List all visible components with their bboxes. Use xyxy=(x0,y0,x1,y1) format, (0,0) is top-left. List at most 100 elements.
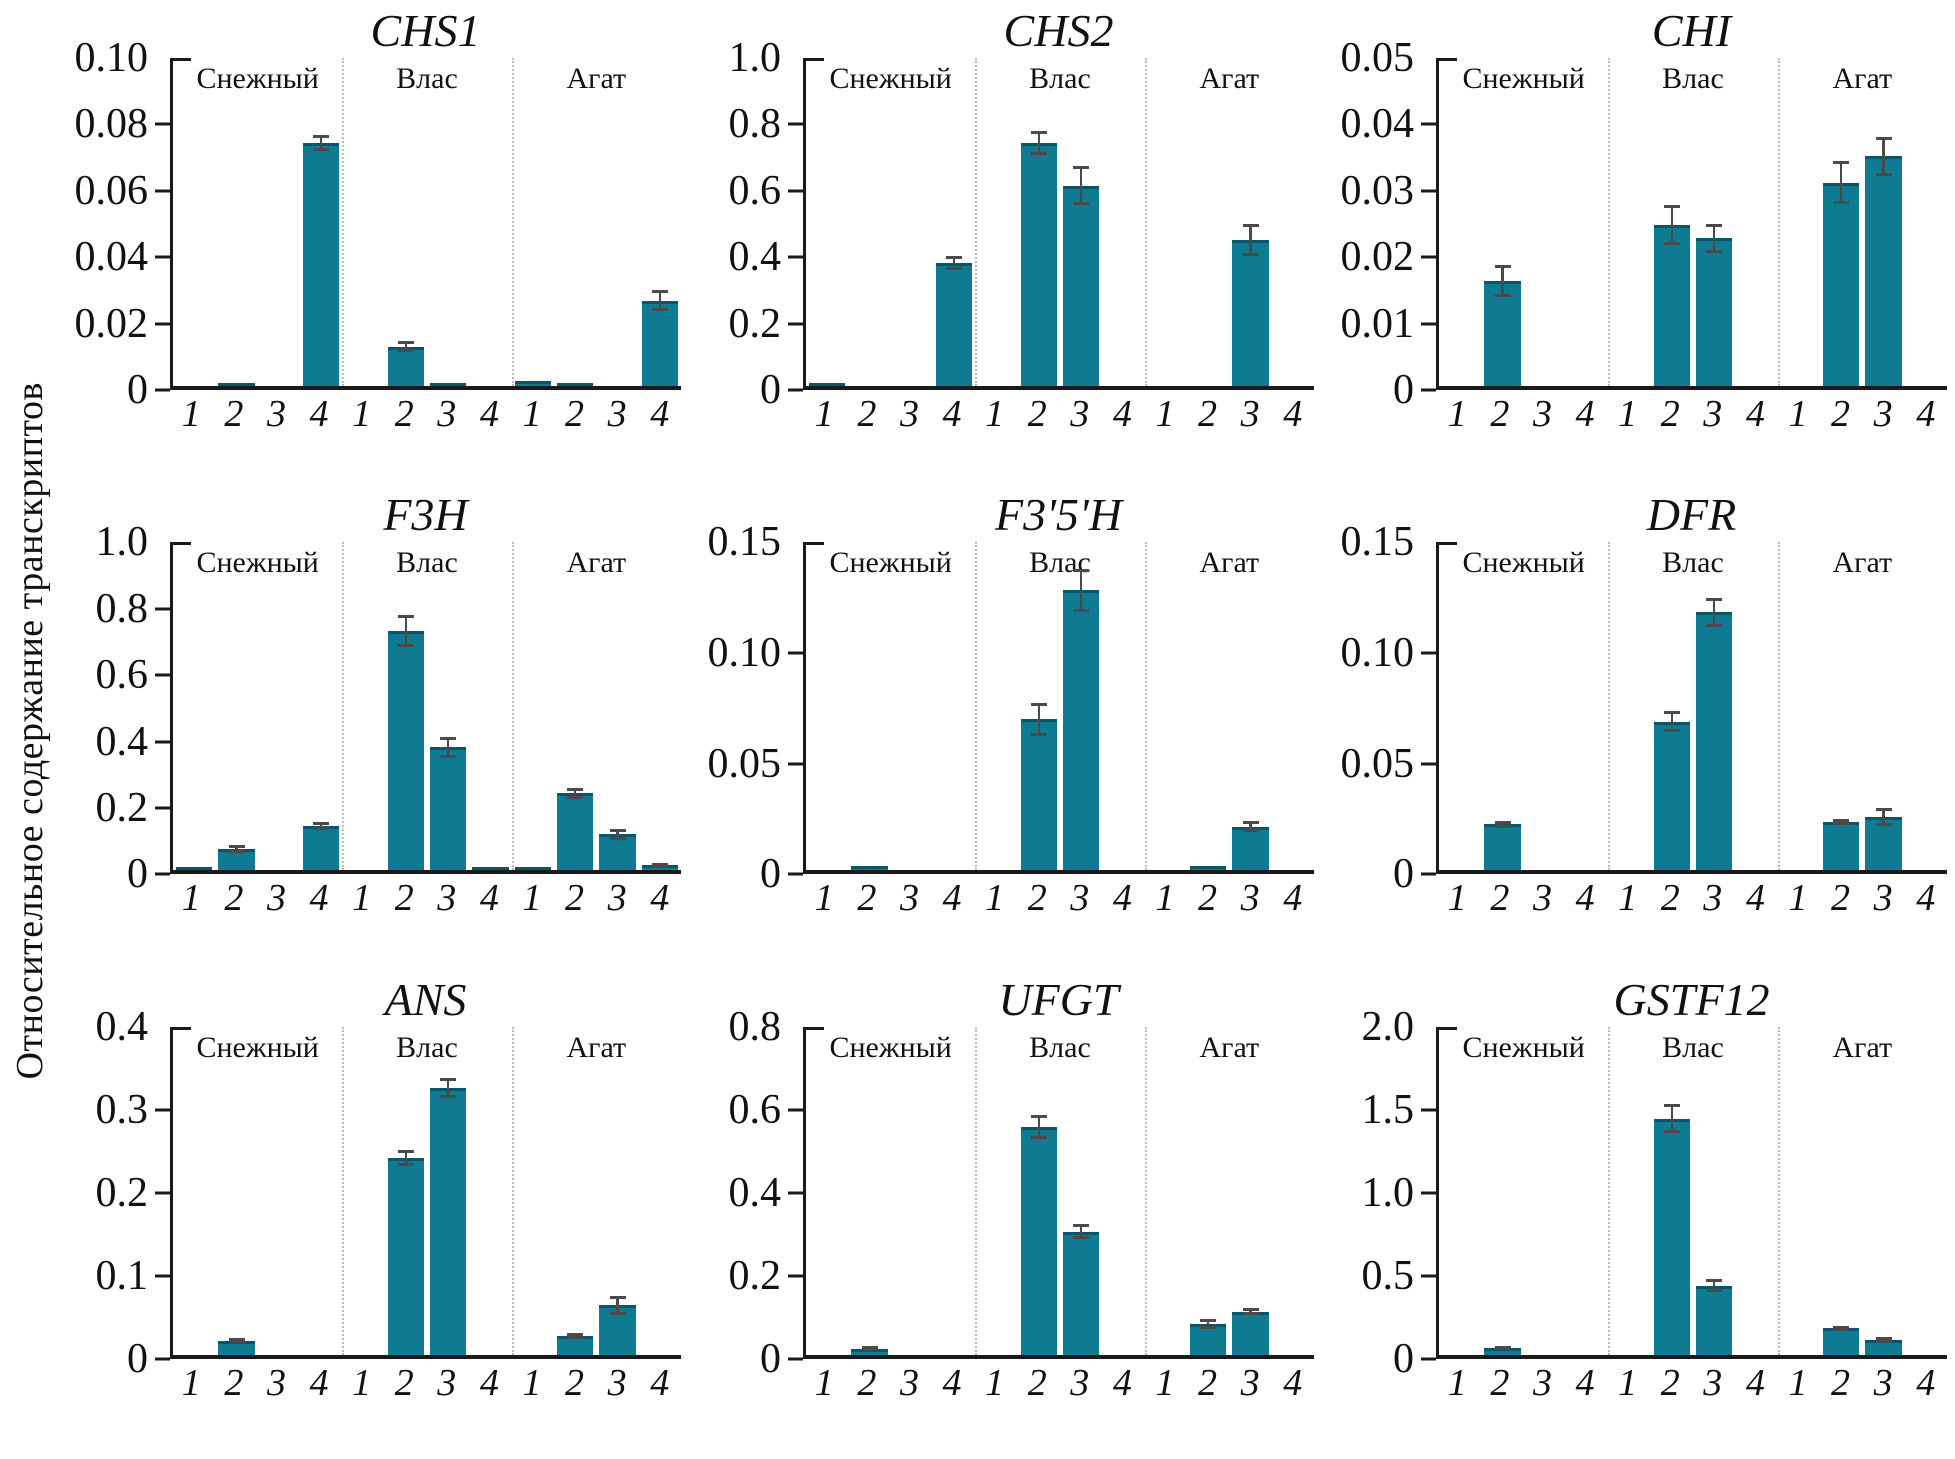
y-tick-mark xyxy=(155,1191,170,1195)
x-tick-label: 4 xyxy=(1283,393,1303,435)
y-tick-label: 0.10 xyxy=(1340,630,1415,676)
error-bar-cap xyxy=(1875,822,1892,826)
error-bar-cap xyxy=(946,255,963,259)
error-bar-cap xyxy=(1073,569,1090,573)
x-tick-label: 4 xyxy=(942,877,962,920)
y-tick-mark xyxy=(155,122,170,126)
x-tick-label: 3 xyxy=(607,393,627,435)
x-tick-label: 2 xyxy=(1831,1361,1851,1404)
y-tick-label: 2.0 xyxy=(1361,1003,1415,1050)
group-label: Влас xyxy=(1029,1030,1091,1064)
y-tick-label: 0.4 xyxy=(95,718,149,765)
group-label: Влас xyxy=(396,1030,458,1064)
error-bar-cap xyxy=(1706,1279,1723,1283)
error-bar-cap xyxy=(397,349,414,353)
y-tick-mark xyxy=(1421,122,1436,126)
x-tick-label: 1 xyxy=(522,1361,542,1404)
chart-title: GSTF12 xyxy=(1613,973,1770,1025)
error-bar-line xyxy=(404,1151,408,1165)
error-bar-line xyxy=(573,789,577,798)
error-bar-cap xyxy=(861,1347,878,1351)
error-bar-cap xyxy=(1706,250,1723,254)
bar xyxy=(556,382,594,386)
y-tick-label: 0.8 xyxy=(95,585,149,632)
x-tick-label: 4 xyxy=(942,1361,962,1404)
y-tick-mark xyxy=(788,1274,803,1278)
group-separator xyxy=(342,58,345,386)
y-axis: 0 0.2 0.4 0.6 0.8 1.0 xyxy=(58,521,170,895)
chart-title: CHS1 xyxy=(370,5,481,56)
x-tick-label: 1 xyxy=(1618,877,1638,920)
x-tick-label: 3 xyxy=(437,1361,457,1404)
x-tick-label: 1 xyxy=(1618,1361,1638,1404)
x-tick-label: 3 xyxy=(899,393,919,435)
y-tick-mark xyxy=(1421,322,1436,326)
error-bar-cap xyxy=(1073,1224,1090,1228)
y-tick-label: 0.3 xyxy=(95,1086,149,1133)
error-bar-line xyxy=(404,342,408,351)
y-tick-mark xyxy=(788,255,803,259)
bar xyxy=(808,383,846,386)
error-bar-line xyxy=(616,830,619,839)
x-tick-label: 1 xyxy=(1155,393,1175,435)
y-tick-label: 0.2 xyxy=(95,1169,149,1216)
error-bar-cap xyxy=(397,614,414,618)
error-bar-line xyxy=(1882,809,1885,825)
x-tick-label: 2 xyxy=(1831,877,1851,920)
error-bar-cap xyxy=(609,836,626,840)
group-label: Агат xyxy=(566,62,627,95)
error-bar-line xyxy=(1670,1105,1674,1132)
x-tick-label: 3 xyxy=(1070,877,1090,920)
chart-title: UFGT xyxy=(998,973,1119,1025)
y-axis-title: Относительное содержание транскриптов xyxy=(9,381,51,1080)
y-axis: 0 0.2 0.4 0.6 0.8 xyxy=(691,1006,803,1380)
error-bar-cap xyxy=(1242,820,1259,824)
x-tick-label: 3 xyxy=(1703,393,1723,435)
x-tick-label: 1 xyxy=(814,877,834,920)
plot-area: Снежный Влас Агат xyxy=(170,1026,681,1359)
group-label: Снежный xyxy=(829,62,952,95)
x-tick-label: 3 xyxy=(607,1361,627,1404)
y-tick-label: 0 xyxy=(760,367,781,413)
error-bar-line xyxy=(1249,822,1252,831)
x-tick-label: 1 xyxy=(181,877,201,920)
y-tick-label: 0 xyxy=(1393,851,1414,898)
bar xyxy=(387,346,425,386)
x-tick-label: 1 xyxy=(1788,393,1808,435)
error-bar-cap xyxy=(1663,242,1680,246)
error-bar-line xyxy=(1249,1309,1252,1314)
y-tick-mark xyxy=(155,740,170,744)
x-tick-label: 1 xyxy=(352,1361,372,1404)
axis-top-tick xyxy=(173,58,191,61)
error-bar-cap xyxy=(228,845,245,849)
x-tick-label: 4 xyxy=(942,393,962,435)
x-tick-label: 1 xyxy=(181,1361,201,1404)
y-tick-label: 0.8 xyxy=(728,1003,782,1050)
x-tick-label: 1 xyxy=(814,1361,834,1404)
plot-area: Снежный Влас Агат xyxy=(1436,58,1947,390)
group-label: Агат xyxy=(1199,546,1260,580)
error-bar-cap xyxy=(1242,829,1259,833)
x-tick-label: 1 xyxy=(1788,1361,1808,1404)
x-tick-label: 1 xyxy=(352,393,372,435)
x-tick-label: 4 xyxy=(1112,877,1132,920)
charts-grid: CHS1 0 0.02 0.04 0.06 0.08 0.10 Снежный Влас Агат… xyxy=(58,4,1947,1457)
x-tick-label: 4 xyxy=(309,877,329,920)
axis-top-tick xyxy=(806,1026,824,1030)
chart-panel-CHS1: CHS1 0 0.02 0.04 0.06 0.08 0.10 Снежный Влас Агат… xyxy=(58,4,681,488)
x-tick-label: 3 xyxy=(1532,1361,1552,1404)
bar xyxy=(1653,225,1691,386)
y-tick-mark xyxy=(155,322,170,326)
error-bar-cap xyxy=(313,821,330,825)
x-tick-label: 2 xyxy=(565,1361,585,1404)
x-tick-label: 2 xyxy=(394,1361,414,1404)
error-bar-cap xyxy=(651,290,668,294)
axis-top-tick xyxy=(806,58,824,61)
group-separator xyxy=(1777,1026,1780,1355)
group-separator xyxy=(1144,1026,1147,1355)
error-bar-cap xyxy=(1200,1319,1217,1323)
error-bar-cap xyxy=(1494,821,1511,825)
